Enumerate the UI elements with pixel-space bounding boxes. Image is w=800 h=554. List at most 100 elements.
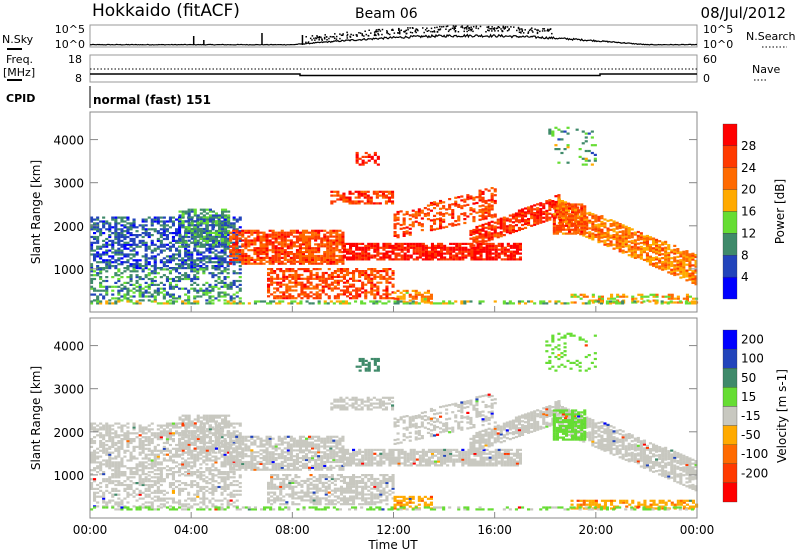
data-cell	[99, 281, 103, 284]
data-cell	[276, 277, 280, 280]
data-cell	[117, 455, 121, 458]
data-cell	[259, 251, 263, 254]
data-cell	[311, 249, 315, 252]
data-cell	[312, 277, 316, 280]
data-cell	[636, 242, 640, 245]
data-cell	[317, 245, 321, 248]
data-cell	[126, 230, 130, 233]
data-cell	[162, 243, 166, 246]
data-cell	[587, 302, 591, 305]
data-cell	[153, 300, 157, 303]
data-cell	[615, 239, 619, 242]
data-cell	[442, 218, 446, 221]
data-cell	[406, 246, 410, 249]
data-cell	[673, 301, 677, 304]
data-cell	[208, 297, 212, 300]
data-cell	[102, 449, 106, 452]
data-cell	[90, 235, 94, 239]
nsearch-point	[506, 30, 509, 32]
data-cell	[196, 270, 200, 273]
data-cell	[648, 249, 652, 252]
data-cell	[193, 233, 197, 236]
data-cell	[451, 203, 455, 206]
data-cell	[153, 249, 157, 252]
data-cell	[178, 259, 182, 262]
data-cell	[470, 248, 474, 251]
data-cell	[144, 438, 148, 441]
data-cell	[285, 287, 289, 290]
data-cell	[603, 232, 607, 235]
data-cell	[580, 217, 584, 220]
nsearch-point	[447, 30, 450, 33]
data-cell	[175, 234, 179, 237]
data-cell	[333, 190, 337, 193]
data-cell	[452, 254, 456, 257]
data-cell	[484, 209, 488, 212]
data-cell	[565, 207, 569, 210]
data-cell	[138, 285, 142, 288]
data-cell	[181, 239, 185, 242]
data-cell	[621, 234, 625, 237]
data-cell	[315, 271, 319, 275]
data-cell	[661, 262, 665, 265]
data-cell	[336, 198, 340, 201]
data-cell	[524, 222, 528, 226]
data-cell	[583, 209, 587, 212]
data-cell	[558, 207, 562, 210]
nsearch-point	[536, 29, 538, 31]
data-cell	[298, 247, 302, 250]
y-axis-label: Slant Range [km]	[29, 160, 43, 264]
data-cell	[305, 237, 309, 240]
data-cell	[214, 245, 218, 248]
data-cell	[153, 283, 157, 286]
data-cell	[454, 220, 458, 223]
data-cell	[309, 275, 313, 278]
data-cell	[241, 245, 245, 248]
data-cell	[308, 256, 312, 259]
data-cell	[342, 285, 346, 288]
data-cell	[332, 262, 336, 265]
data-cell	[394, 254, 398, 257]
data-cell	[279, 277, 283, 280]
data-cell	[463, 221, 467, 225]
data-cell	[117, 289, 121, 292]
data-cell	[565, 205, 569, 208]
data-cell	[138, 440, 142, 443]
data-cell	[669, 300, 673, 303]
nsearch-point	[468, 29, 470, 32]
data-cell	[247, 243, 251, 246]
nsearch-point	[335, 35, 338, 38]
data-cell	[563, 302, 567, 305]
data-cell	[382, 244, 386, 247]
data-cell	[241, 243, 245, 246]
data-cell	[271, 251, 275, 254]
data-cell	[457, 205, 461, 208]
data-cell	[271, 260, 275, 263]
data-cell	[138, 430, 142, 433]
data-cell	[253, 239, 257, 242]
data-cell	[305, 256, 309, 259]
data-cell	[108, 249, 112, 252]
data-cell	[645, 236, 649, 239]
data-cell	[144, 455, 148, 458]
data-cell	[364, 248, 368, 251]
data-cell	[297, 268, 301, 271]
data-cell	[244, 239, 248, 242]
data-cell	[271, 233, 275, 236]
data-cell	[220, 291, 224, 294]
cpid-label: CPID	[6, 92, 35, 105]
data-cell	[294, 297, 298, 300]
data-cell	[364, 250, 368, 253]
data-cell	[147, 287, 151, 290]
data-cell	[509, 244, 513, 247]
data-cell	[291, 297, 295, 300]
data-cell	[135, 281, 139, 284]
data-cell	[409, 242, 413, 245]
data-cell	[502, 300, 506, 303]
data-cell	[224, 222, 228, 225]
data-cell	[218, 214, 222, 217]
data-cell	[105, 241, 109, 244]
data-cell	[624, 225, 628, 228]
nsearch-point	[531, 27, 533, 29]
data-cell	[664, 256, 668, 259]
